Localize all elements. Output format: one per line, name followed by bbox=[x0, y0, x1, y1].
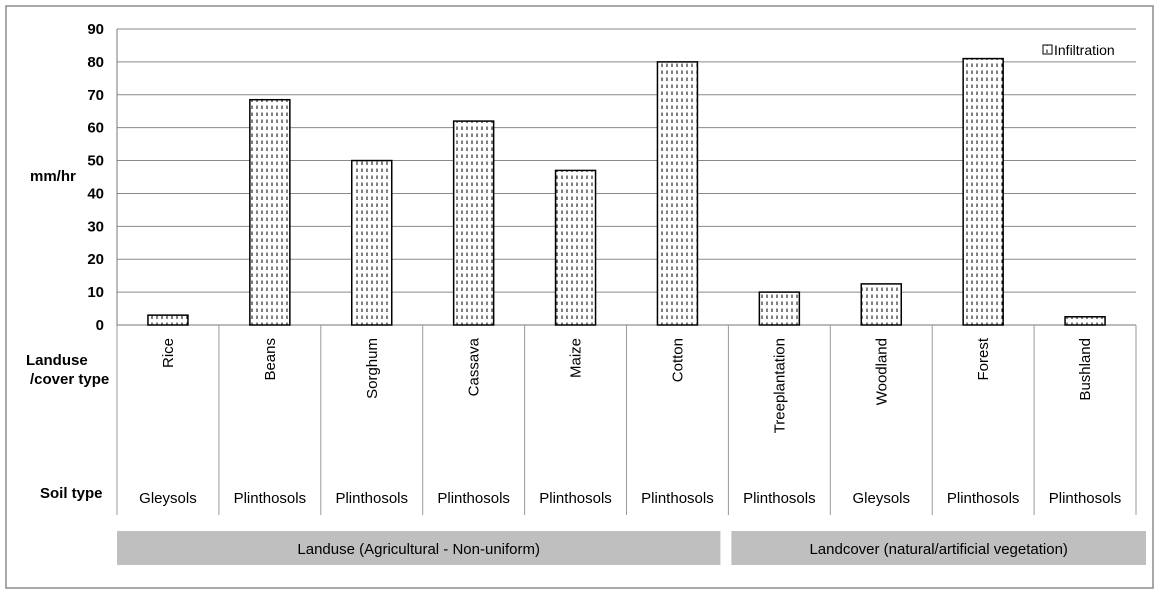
bar-cotton bbox=[656, 61, 699, 326]
category-label: Beans bbox=[262, 338, 279, 381]
soil-type-label: Plinthosols bbox=[1049, 490, 1122, 507]
bars bbox=[147, 57, 1106, 326]
soil-type-label: Plinthosols bbox=[539, 490, 612, 507]
category-label: Woodland bbox=[873, 338, 890, 405]
category-label: Maize bbox=[568, 338, 585, 378]
y-tick-label: 30 bbox=[87, 218, 104, 235]
group-bands: Landuse (Agricultural - Non-uniform) Land… bbox=[117, 531, 1146, 565]
category-label: Rice bbox=[160, 338, 177, 368]
y-tick-label: 20 bbox=[87, 251, 104, 268]
soil-type-label: Plinthosols bbox=[437, 490, 510, 507]
y-tick-label: 50 bbox=[87, 153, 104, 170]
category-table bbox=[116, 325, 1137, 515]
row-headers: Landuse/cover type Soil type bbox=[26, 352, 109, 502]
soil-type-label: Plinthosols bbox=[641, 490, 714, 507]
soil-type-label: Plinthosols bbox=[947, 490, 1020, 507]
y-tick-label: 60 bbox=[87, 120, 104, 137]
bar-rice bbox=[147, 314, 189, 326]
category-label: Treeplantation bbox=[771, 338, 788, 433]
category-label: Bushland bbox=[1077, 338, 1094, 401]
category-label: Cassava bbox=[466, 337, 483, 396]
soil-row-header: Soil type bbox=[40, 485, 103, 502]
bar-beans bbox=[249, 98, 291, 326]
bar-cassava bbox=[452, 120, 495, 326]
y-tick-label: 90 bbox=[87, 21, 104, 38]
group-band bbox=[731, 531, 1146, 565]
labels: mm/hr 0 10 20 30 40 50 60 70 80 90 Rice Gleysols Bea… bbox=[30, 21, 1121, 507]
group-band bbox=[117, 531, 721, 565]
soil-type-label: Plinthosols bbox=[234, 490, 307, 507]
bar-forest bbox=[962, 57, 1004, 326]
category-label: Sorghum bbox=[364, 338, 381, 399]
bar-sorghum bbox=[351, 159, 393, 326]
soil-type-label: Plinthosols bbox=[335, 490, 408, 507]
category-label: Cotton bbox=[669, 338, 686, 382]
legend-label: Infiltration bbox=[1054, 42, 1115, 58]
y-tick-label: 10 bbox=[87, 284, 104, 301]
group-label: Landuse (Agricultural - Non-uniform) bbox=[297, 541, 540, 558]
category-label: Forest bbox=[975, 337, 992, 380]
bar-woodland bbox=[860, 283, 902, 326]
y-tick-label: 0 bbox=[96, 317, 104, 334]
y-tick-label: 70 bbox=[87, 87, 104, 104]
soil-type-label: Plinthosols bbox=[743, 490, 816, 507]
group-label: Landcover (natural/artificial vegetation… bbox=[809, 541, 1067, 558]
bar-bushland bbox=[1064, 316, 1106, 326]
legend: Infiltration bbox=[1042, 42, 1115, 58]
legend-swatch bbox=[1042, 44, 1053, 55]
bar-maize bbox=[554, 169, 597, 326]
y-tick-label: 40 bbox=[87, 185, 104, 202]
y-tick-label: 80 bbox=[87, 54, 104, 71]
y-axis-label: mm/hr bbox=[30, 168, 76, 185]
bar-treeplantation bbox=[758, 291, 801, 326]
soil-type-label: Gleysols bbox=[852, 490, 910, 507]
landuse-row-header: Landuse/cover type bbox=[26, 352, 109, 388]
soil-type-label: Gleysols bbox=[139, 490, 197, 507]
